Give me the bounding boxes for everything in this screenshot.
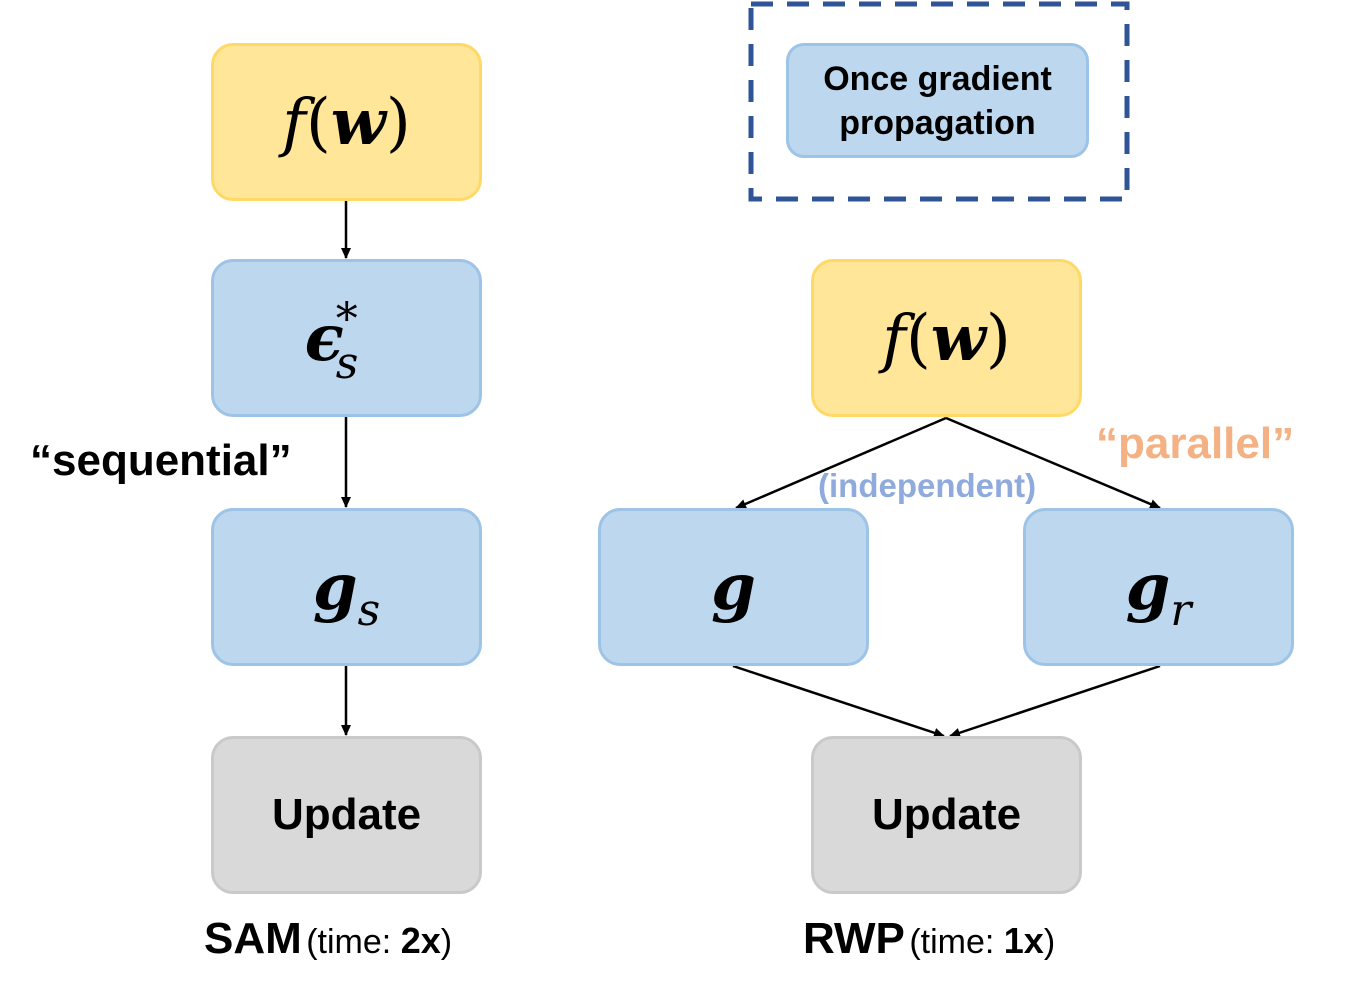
legend-dashed-border: [748, 1, 1130, 202]
rwp-loss-formula: f(w): [882, 300, 1011, 376]
rwp-random-gradient-formula: gr: [1125, 549, 1192, 636]
rwp-arrow-to-g: [735, 416, 947, 510]
sam-update-label: Update: [271, 790, 422, 839]
parallel-annotation: “parallel”: [1096, 419, 1295, 468]
rwp-arrow-to-gr: [945, 416, 1161, 510]
sam-loss-formula: f(w): [282, 84, 411, 160]
rwp-update-node: Update: [811, 736, 1082, 894]
rwp-gradient-node: g: [598, 508, 869, 666]
rwp-gradient-formula: g: [711, 549, 756, 625]
sam-perturbation-formula: ϵ*s: [304, 293, 359, 389]
rwp-loss-node: f(w): [811, 259, 1082, 417]
rwp-random-gradient-node: gr: [1023, 508, 1294, 666]
sequential-annotation: “sequential”: [30, 436, 292, 485]
independent-annotation: (independent): [818, 467, 1037, 504]
sam-perturbation-node: ϵ*s: [211, 259, 482, 417]
rwp-arrow-g-to-update: [732, 664, 945, 738]
sam-gradient-node: gs: [211, 508, 482, 666]
rwp-arrow-gr-to-update: [949, 664, 1161, 738]
rwp-caption: RWP (time: 1x): [803, 914, 1056, 963]
sam-gradient-formula: gs: [312, 549, 381, 636]
legend-label: Once gradient propagation: [823, 59, 1052, 142]
rwp-update-label: Update: [871, 790, 1022, 839]
sam-loss-node: f(w): [211, 43, 482, 201]
legend-box: Once gradient propagation: [786, 43, 1089, 158]
sam-update-node: Update: [211, 736, 482, 894]
sam-caption: SAM (time: 2x): [204, 914, 453, 963]
